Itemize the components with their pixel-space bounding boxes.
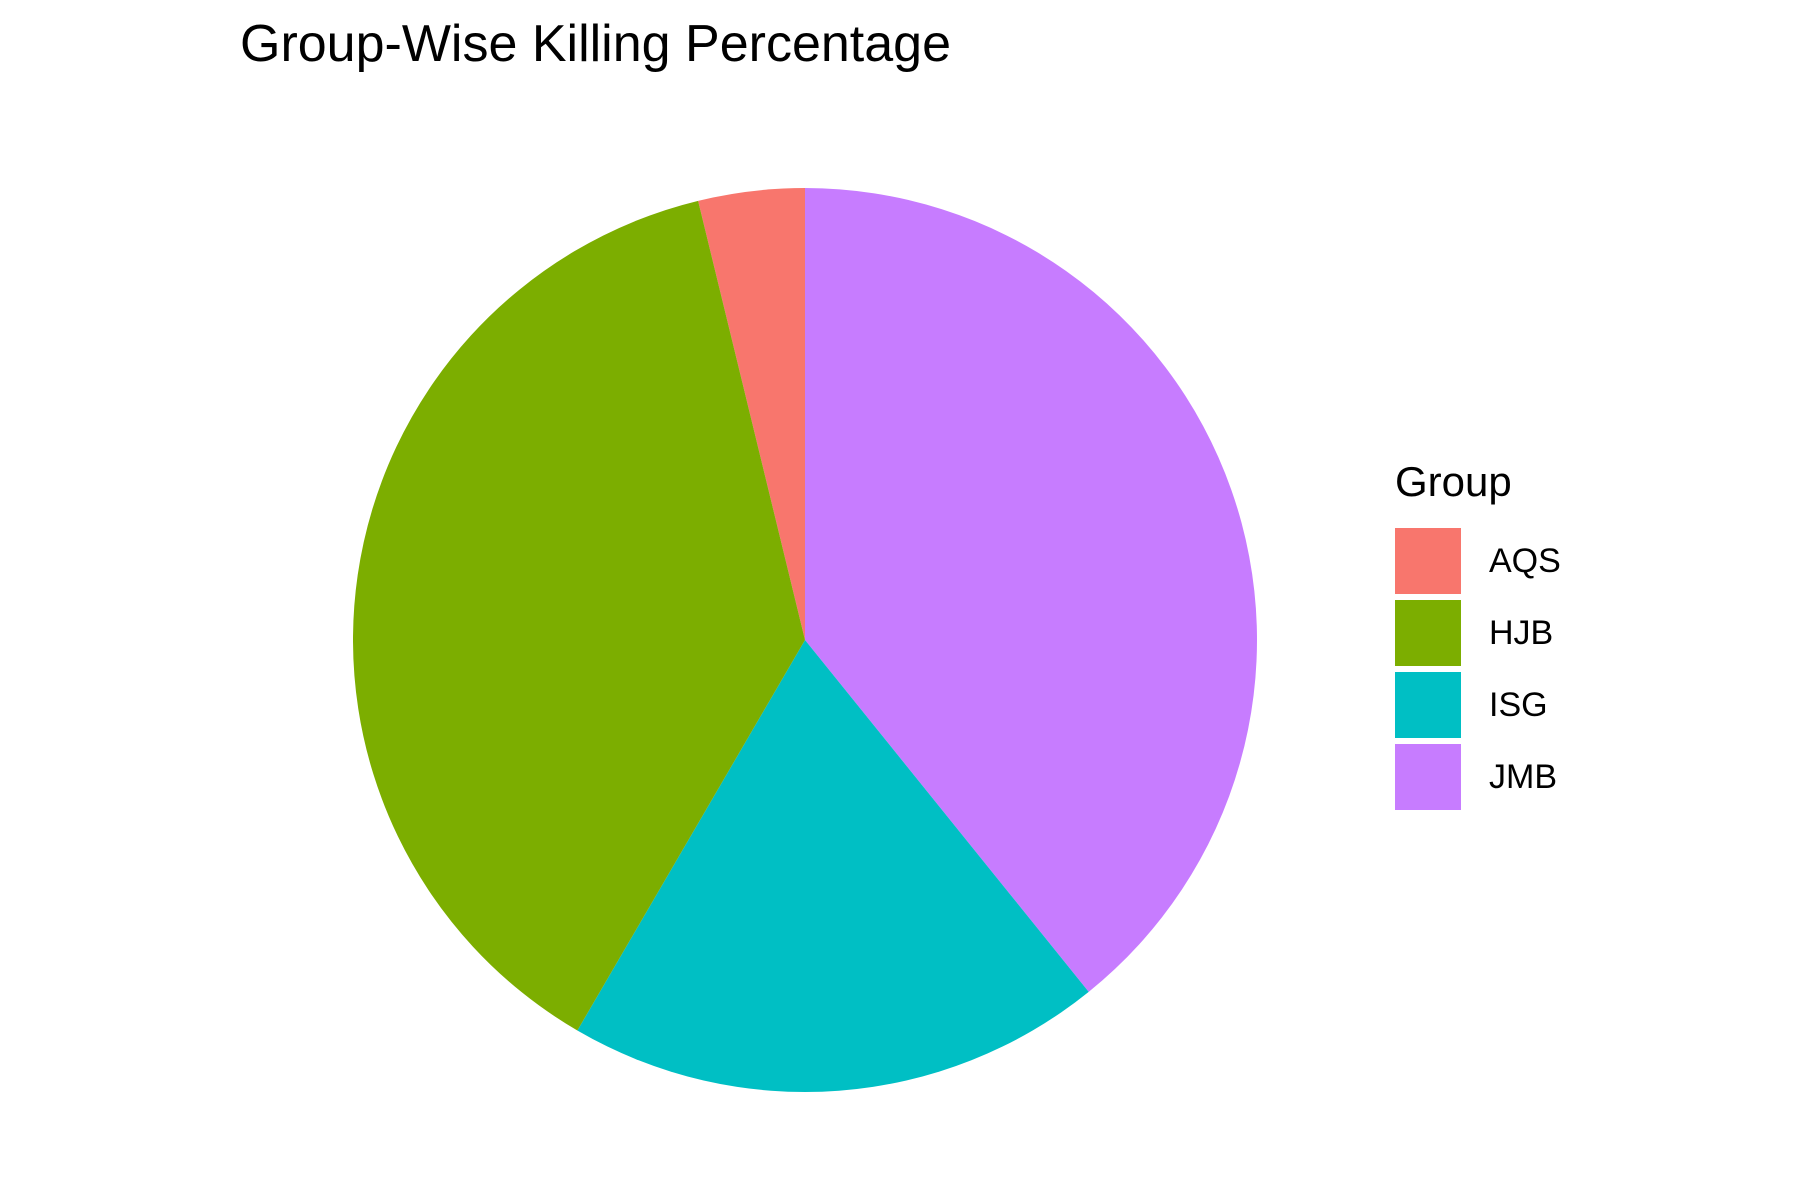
pie-slice-hjb (353, 200, 805, 1031)
legend-label: HJB (1489, 613, 1554, 652)
pie-slice-jmb (805, 188, 1257, 992)
legend-label: AQS (1489, 541, 1561, 580)
legend-item-isg: ISG (1395, 669, 1561, 741)
legend-item-jmb: JMB (1395, 741, 1561, 813)
chart-title: Group-Wise Killing Percentage (240, 15, 951, 73)
legend-key-swatch (1395, 528, 1461, 594)
legend-key-swatch (1395, 672, 1461, 738)
legend-label: ISG (1489, 685, 1548, 724)
legend: Group AQS HJB ISG JMB (1395, 455, 1561, 813)
legend-key-swatch (1395, 600, 1461, 666)
legend-title: Group (1395, 458, 1512, 505)
legend-label: JMB (1489, 757, 1557, 796)
pie-slice-isg (577, 640, 1089, 1093)
legend-key-swatch (1395, 744, 1461, 810)
legend-item-hjb: HJB (1395, 597, 1561, 669)
legend-item-aqs: AQS (1395, 525, 1561, 597)
pie-slice-aqs (698, 188, 805, 640)
